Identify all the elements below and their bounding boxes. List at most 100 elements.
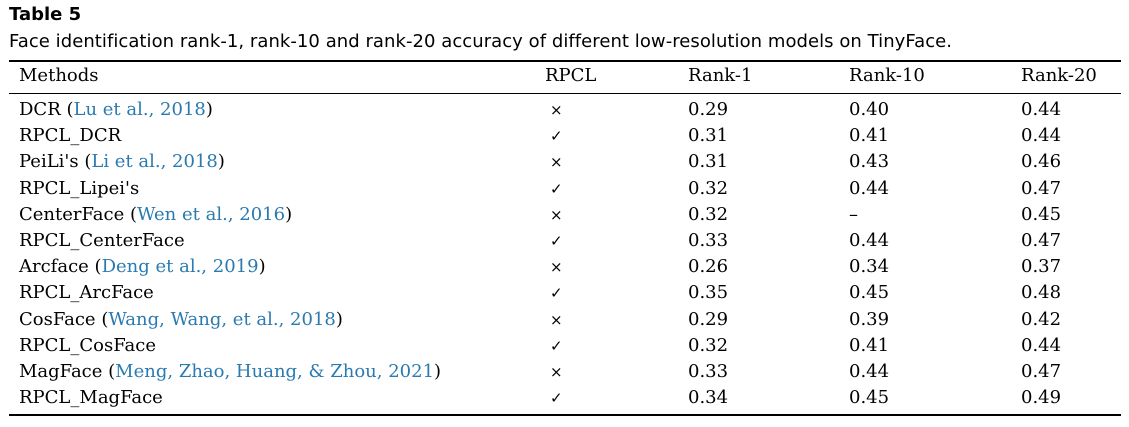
check-mark-icon: ✓: [550, 336, 563, 355]
citation-link[interactable]: Meng, Zhao, Huang, & Zhou, 2021: [115, 361, 435, 382]
citation-link[interactable]: Wen et al., 2016: [137, 203, 286, 225]
method-cell: RPCL_MagFace: [19, 385, 163, 411]
rank10-value: 0.44: [849, 230, 890, 251]
rank1-value: 0.31: [688, 151, 729, 173]
method-name: RPCL_CenterFace: [19, 230, 185, 251]
citation-link[interactable]: Wang, Wang, et al., 2018: [108, 308, 336, 330]
table-label: Table 5: [9, 4, 82, 25]
rank20-value: 0.44: [1021, 125, 1062, 147]
method-cell: RPCL_CenterFace: [19, 228, 185, 254]
method-cell: MagFace (Meng, Zhao, Huang, & Zhou, 2021…: [19, 361, 442, 382]
header-rank20: Rank-20: [1021, 65, 1097, 86]
table-row: RPCL_CosFace ✓ 0.32 0.41 0.44: [0, 333, 1129, 359]
bottom-rule: [9, 414, 1121, 416]
table-row: MagFace (Meng, Zhao, Huang, & Zhou, 2021…: [0, 359, 1129, 385]
rank1-value: 0.35: [688, 282, 729, 304]
check-mark-icon: ✓: [550, 127, 563, 146]
method-name: CenterFace: [19, 203, 125, 225]
citation-link[interactable]: Li et al., 2018: [91, 151, 218, 173]
rank10-value: 0.44: [849, 177, 890, 199]
header-methods: Methods: [19, 65, 99, 86]
method-cell: RPCL_ArcFace: [19, 280, 154, 306]
rank20-value: 0.45: [1021, 203, 1062, 225]
rank20-value: 0.44: [1021, 99, 1062, 120]
rank1-value: 0.32: [688, 177, 729, 199]
check-mark-icon: ✓: [550, 284, 563, 303]
table-row: RPCL_CenterFace ✓ 0.33 0.44 0.47: [0, 228, 1129, 254]
rank20-value: 0.47: [1021, 361, 1062, 382]
method-cell: RPCL_CosFace: [19, 333, 156, 359]
header-rule: [9, 93, 1121, 94]
method-name: RPCL_MagFace: [19, 387, 163, 409]
rank20-value: 0.46: [1021, 151, 1062, 173]
rank10-value: 0.41: [849, 125, 890, 147]
cross-mark-icon: ×: [550, 363, 563, 381]
rank20-value: 0.37: [1021, 256, 1062, 278]
cross-mark-icon: ×: [550, 310, 563, 329]
rank10-value: 0.44: [849, 361, 890, 382]
rank1-value: 0.31: [688, 125, 729, 147]
table-header: Methods RPCL Rank-1 Rank-10 Rank-20: [0, 61, 1129, 91]
method-name: RPCL_CosFace: [19, 334, 156, 356]
rank1-value: 0.33: [688, 230, 729, 251]
method-name: DCR: [19, 99, 61, 120]
table-row: RPCL_DCR ✓ 0.31 0.41 0.44: [0, 123, 1129, 149]
table-row: RPCL_ArcFace ✓ 0.35 0.45 0.48: [0, 280, 1129, 306]
method-name: CosFace: [19, 308, 96, 330]
top-rule: [9, 60, 1121, 62]
rank1-value: 0.32: [688, 203, 729, 225]
rank20-value: 0.48: [1021, 282, 1062, 304]
table-row: DCR (Lu et al., 2018) × 0.29 0.40 0.44: [0, 97, 1129, 123]
rank10-value: 0.45: [849, 282, 890, 304]
citation-link[interactable]: Lu et al., 2018: [73, 99, 206, 120]
rank20-value: 0.42: [1021, 308, 1062, 330]
citation-link[interactable]: Deng et al., 2019: [101, 256, 259, 278]
header-rank10: Rank-10: [849, 65, 925, 86]
rank1-value: 0.33: [688, 361, 729, 382]
method-cell: PeiLi's (Li et al., 2018): [19, 151, 225, 173]
rank10-value: 0.34: [849, 256, 890, 278]
method-name: RPCL_Lipei's: [19, 177, 140, 199]
method-name: MagFace: [19, 361, 103, 382]
header-rpcl: RPCL: [545, 65, 597, 86]
rank1-value: 0.29: [688, 99, 729, 120]
rank20-value: 0.49: [1021, 387, 1062, 409]
rank1-value: 0.32: [688, 334, 729, 356]
method-cell: RPCL_DCR: [19, 123, 121, 149]
rank10-value: 0.41: [849, 334, 890, 356]
table-row: RPCL_Lipei's ✓ 0.32 0.44 0.47: [0, 176, 1129, 202]
method-cell: CosFace (Wang, Wang, et al., 2018): [19, 308, 343, 330]
table-row: RPCL_MagFace ✓ 0.34 0.45 0.49: [0, 385, 1129, 411]
check-mark-icon: ✓: [550, 179, 563, 198]
table-caption: Face identification rank-1, rank-10 and …: [9, 31, 953, 52]
rank10-value: –: [849, 203, 858, 225]
rank20-value: 0.47: [1021, 230, 1062, 251]
table-row: CenterFace (Wen et al., 2016) × 0.32 – 0.45: [0, 202, 1129, 228]
check-mark-icon: ✓: [550, 232, 563, 250]
method-cell: DCR (Lu et al., 2018): [19, 99, 213, 120]
method-cell: RPCL_Lipei's: [19, 176, 139, 202]
method-cell: Arcface (Deng et al., 2019): [19, 256, 266, 278]
table-row: Arcface (Deng et al., 2019) × 0.26 0.34 0.37: [0, 254, 1129, 280]
check-mark-icon: ✓: [550, 389, 563, 408]
rank10-value: 0.40: [849, 99, 890, 120]
cross-mark-icon: ×: [550, 101, 563, 119]
header-rank1: Rank-1: [688, 65, 753, 86]
rank20-value: 0.44: [1021, 334, 1062, 356]
rank10-value: 0.43: [849, 151, 890, 173]
rank10-value: 0.39: [849, 308, 890, 330]
rank10-value: 0.45: [849, 387, 890, 409]
rank1-value: 0.34: [688, 387, 729, 409]
cross-mark-icon: ×: [550, 258, 563, 277]
table-row: CosFace (Wang, Wang, et al., 2018) × 0.29 0…: [0, 307, 1129, 333]
table-row: PeiLi's (Li et al., 2018) × 0.31 0.43 0.46: [0, 149, 1129, 175]
method-name: RPCL_DCR: [19, 125, 122, 147]
cross-mark-icon: ×: [550, 153, 563, 172]
rank20-value: 0.47: [1021, 177, 1062, 199]
rank1-value: 0.26: [688, 256, 729, 278]
method-cell: CenterFace (Wen et al., 2016): [19, 203, 293, 225]
method-name: PeiLi's: [19, 151, 79, 173]
method-name: RPCL_ArcFace: [19, 282, 154, 304]
cross-mark-icon: ×: [550, 205, 563, 224]
rank1-value: 0.29: [688, 308, 729, 330]
